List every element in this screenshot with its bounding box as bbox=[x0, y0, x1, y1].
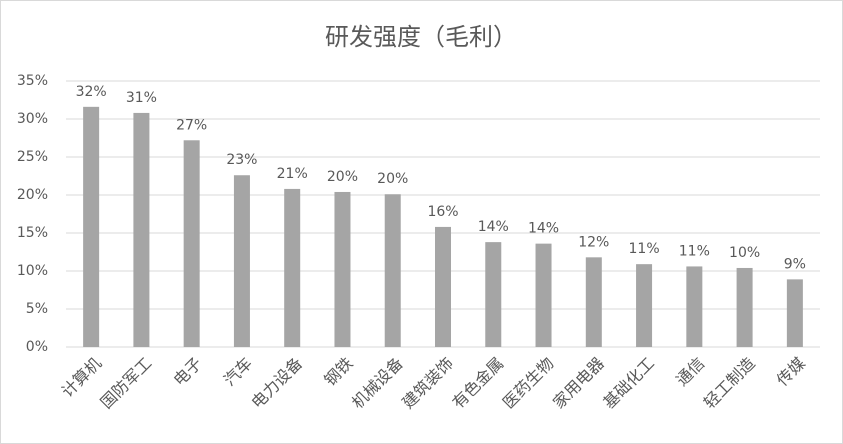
value-label: 20% bbox=[327, 169, 358, 185]
y-tick-label: 30% bbox=[17, 111, 48, 127]
value-label: 31% bbox=[126, 90, 157, 106]
y-tick-label: 0% bbox=[26, 339, 48, 355]
chart-title: 研发强度（毛利） bbox=[325, 23, 517, 51]
value-label: 20% bbox=[377, 171, 408, 187]
value-label: 16% bbox=[427, 204, 458, 220]
bar bbox=[485, 242, 502, 347]
value-label: 23% bbox=[226, 152, 257, 168]
bar bbox=[284, 188, 301, 347]
value-label: 14% bbox=[528, 221, 559, 237]
bar bbox=[585, 257, 602, 347]
value-label: 11% bbox=[629, 241, 660, 257]
y-tick-label: 15% bbox=[17, 225, 48, 241]
y-tick-label: 35% bbox=[17, 73, 48, 89]
bar bbox=[83, 106, 100, 347]
bar bbox=[133, 112, 150, 347]
bar bbox=[636, 264, 653, 347]
y-tick-label: 20% bbox=[17, 187, 48, 203]
value-label: 12% bbox=[578, 234, 609, 250]
bar bbox=[233, 175, 250, 347]
y-tick-label: 10% bbox=[17, 263, 48, 279]
value-label: 27% bbox=[176, 117, 207, 133]
value-label: 21% bbox=[277, 166, 308, 182]
bar bbox=[334, 191, 351, 347]
y-tick-label: 5% bbox=[26, 301, 48, 317]
bar bbox=[736, 267, 753, 347]
bar bbox=[786, 279, 803, 347]
bar bbox=[686, 266, 703, 347]
bar bbox=[435, 226, 451, 347]
value-label: 11% bbox=[679, 243, 710, 259]
value-label: 9% bbox=[784, 256, 806, 272]
value-label: 10% bbox=[729, 245, 760, 261]
bar bbox=[183, 140, 200, 347]
bar bbox=[384, 194, 401, 347]
value-label: 32% bbox=[76, 84, 107, 100]
y-tick-label: 25% bbox=[17, 149, 48, 165]
value-label: 14% bbox=[478, 219, 509, 235]
bar bbox=[535, 243, 552, 347]
